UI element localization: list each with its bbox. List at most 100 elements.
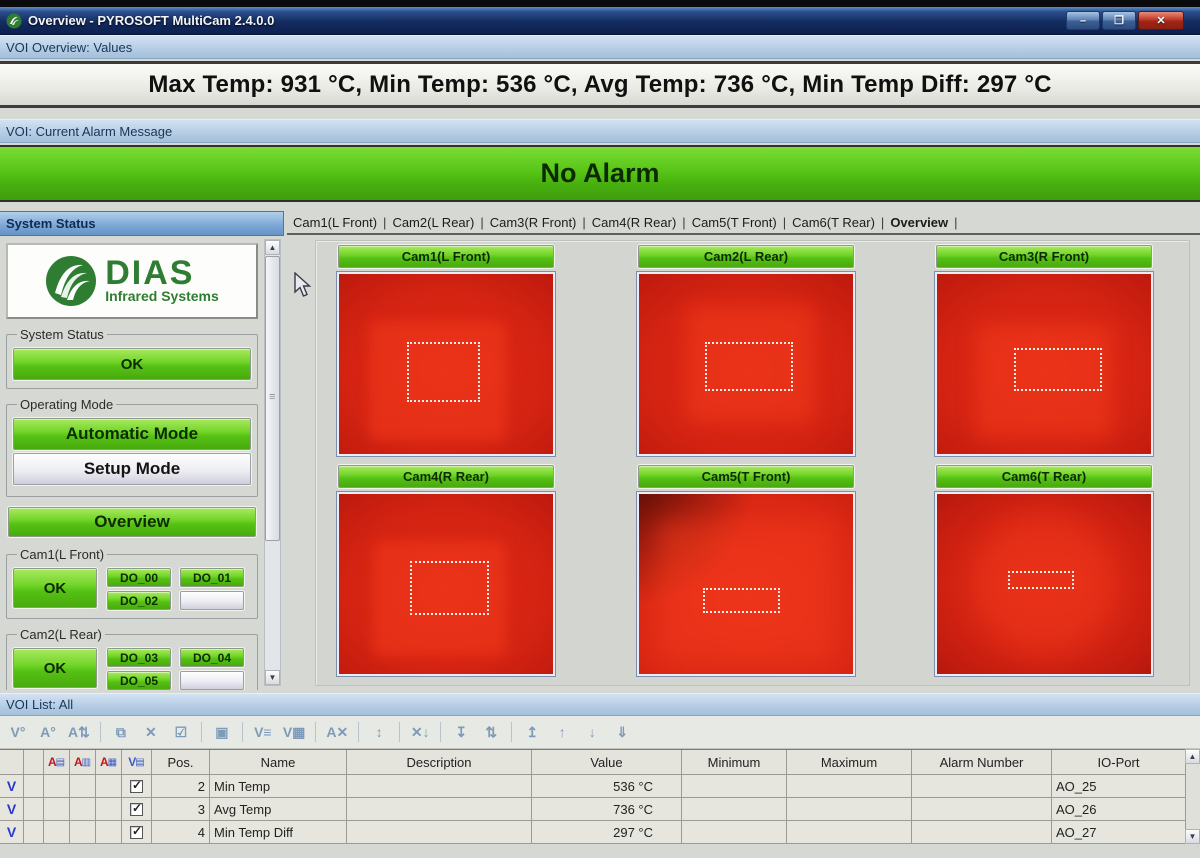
column-header-value[interactable]: Value xyxy=(532,750,682,774)
move-bottom-icon[interactable]: ⇓ xyxy=(616,723,629,740)
title-bar[interactable]: Overview - PYROSOFT MultiCam 2.4.0.0 – ❐… xyxy=(0,7,1200,35)
move-first-icon[interactable]: ↧ xyxy=(455,723,468,740)
properties-icon[interactable]: ▣ xyxy=(215,723,229,740)
app-logo-icon xyxy=(6,13,22,28)
system-status-ok-button[interactable]: OK xyxy=(13,348,251,380)
cam1-roi-rectangle[interactable] xyxy=(407,342,481,402)
scroll-down-icon[interactable]: ▼ xyxy=(1185,829,1200,844)
column-header-minimum[interactable]: Minimum xyxy=(682,750,787,774)
table-row[interactable]: V 3 Avg Temp 736 °C AO_26 xyxy=(0,798,1185,821)
tab-cam5[interactable]: Cam5(T Front) xyxy=(691,215,777,230)
table-row[interactable]: V 4 Min Temp Diff 297 °C AO_27 xyxy=(0,821,1185,844)
move-down-icon[interactable]: ↓ xyxy=(588,724,596,740)
cam1-ok-button[interactable]: OK xyxy=(13,568,97,608)
cam1-thermal-image[interactable] xyxy=(336,271,556,457)
system-status-group-label: System Status xyxy=(20,327,104,342)
area-delete-icon[interactable]: A✕ xyxy=(326,723,349,740)
alarm-status-banner: No Alarm xyxy=(0,145,1200,202)
tab-cam4[interactable]: Cam4(R Rear) xyxy=(591,215,677,230)
cam2-do04-button[interactable]: DO_04 xyxy=(180,648,244,667)
scroll-up-icon[interactable]: ▲ xyxy=(265,240,280,255)
cam2-do-blank-button[interactable] xyxy=(180,671,244,690)
cell-description xyxy=(347,798,532,820)
cam1-do-blank-button[interactable] xyxy=(180,591,244,610)
tab-separator: | xyxy=(582,215,586,230)
voi-new-icon[interactable]: V° xyxy=(10,724,26,740)
column-header-pos[interactable]: Pos. xyxy=(152,750,210,774)
tab-cam3[interactable]: Cam3(R Front) xyxy=(489,215,577,230)
cam2-ok-button[interactable]: OK xyxy=(13,648,97,688)
system-status-sidebar: System Status DIAS Infrared Systems Syst… xyxy=(0,211,284,690)
insert-row-icon[interactable]: ↕ xyxy=(375,724,383,740)
tab-cam1[interactable]: Cam1(L Front) xyxy=(293,215,378,230)
move-top-icon[interactable]: ↥ xyxy=(526,723,539,740)
cam3-thermal-image[interactable] xyxy=(934,271,1154,457)
operating-mode-group-label: Operating Mode xyxy=(20,397,114,412)
cam4-header-button[interactable]: Cam4(R Rear) xyxy=(338,465,554,488)
visible-checkbox[interactable] xyxy=(130,824,143,839)
checklist-icon[interactable]: ☑ xyxy=(174,723,188,740)
delete-row-icon[interactable]: ✕↓ xyxy=(410,723,430,740)
column-header-alarm-number[interactable]: Alarm Number xyxy=(912,750,1052,774)
copy-icon[interactable]: ⧉ xyxy=(115,723,126,740)
move-up-icon[interactable]: ↑ xyxy=(558,724,566,740)
cam5-thermal-image[interactable] xyxy=(636,491,856,677)
cam2-roi-rectangle[interactable] xyxy=(705,342,794,391)
cam1-do02-button[interactable]: DO_02 xyxy=(107,591,171,610)
sidebar-scrollbar[interactable]: ▲ ▼ xyxy=(264,239,281,686)
area-table-filter-icon[interactable]: A ▦ xyxy=(96,750,122,774)
close-button[interactable]: ✕ xyxy=(1138,11,1184,30)
area-new-icon[interactable]: A° xyxy=(40,724,56,740)
cam6-thermal-image[interactable] xyxy=(934,491,1154,677)
table-scrollbar[interactable]: ▲ ▼ xyxy=(1185,749,1200,844)
voi-table-icon[interactable]: V▦ xyxy=(282,723,306,740)
setup-mode-button[interactable]: Setup Mode xyxy=(13,453,251,485)
cam5-roi-rectangle[interactable] xyxy=(703,587,781,613)
cell-alarm-number xyxy=(912,821,1052,843)
cam1-header-button[interactable]: Cam1(L Front) xyxy=(338,245,554,268)
cam6-roi-rectangle[interactable] xyxy=(1007,571,1074,590)
column-header-io-port[interactable]: IO-Port xyxy=(1097,754,1140,770)
overview-button[interactable]: Overview xyxy=(8,507,256,537)
scrollbar-thumb[interactable] xyxy=(265,256,280,541)
column-header-maximum[interactable]: Maximum xyxy=(787,750,912,774)
cam6-header-button[interactable]: Cam6(T Rear) xyxy=(936,465,1152,488)
restore-button[interactable]: ❐ xyxy=(1102,11,1136,30)
cell-io-port: AO_27 xyxy=(1056,824,1097,840)
area-page-filter-icon[interactable]: A ▥ xyxy=(70,750,96,774)
visible-checkbox[interactable] xyxy=(130,778,143,793)
automatic-mode-button[interactable]: Automatic Mode xyxy=(13,418,251,450)
table-row[interactable]: V 2 Min Temp 536 °C AO_25 xyxy=(0,775,1185,798)
cam4-roi-rectangle[interactable] xyxy=(409,560,489,615)
camera-cell-cam2: Cam2(L Rear) xyxy=(636,245,856,457)
cam2-thermal-image[interactable] xyxy=(636,271,856,457)
cell-minimum xyxy=(682,775,787,797)
cam1-do01-button[interactable]: DO_01 xyxy=(180,568,244,587)
column-header-description[interactable]: Description xyxy=(347,750,532,774)
cam3-roi-rectangle[interactable] xyxy=(1014,347,1102,391)
cam2-do03-button[interactable]: DO_03 xyxy=(107,648,171,667)
tab-cam6[interactable]: Cam6(T Rear) xyxy=(792,215,875,230)
tab-overview[interactable]: Overview xyxy=(890,215,949,230)
visible-checkbox[interactable] xyxy=(130,801,143,816)
split-rows-icon[interactable]: ⇅ xyxy=(485,723,498,740)
scroll-up-icon[interactable]: ▲ xyxy=(1185,749,1200,764)
delete-icon[interactable]: ✕ xyxy=(144,723,157,740)
cam3-header-button[interactable]: Cam3(R Front) xyxy=(936,245,1152,268)
voi-list-icon[interactable]: V≡ xyxy=(254,724,272,740)
cam5-header-button[interactable]: Cam5(T Front) xyxy=(638,465,854,488)
cell-minimum xyxy=(682,798,787,820)
cam2-do05-button[interactable]: DO_05 xyxy=(107,671,171,690)
cam4-thermal-image[interactable] xyxy=(336,491,556,677)
area-save-filter-icon[interactable]: A ▤ xyxy=(44,750,70,774)
voi-visible-filter-icon[interactable]: V ▤ xyxy=(122,750,152,774)
minimize-button[interactable]: – xyxy=(1066,11,1100,30)
tab-cam2[interactable]: Cam2(L Rear) xyxy=(392,215,475,230)
cam1-do00-button[interactable]: DO_00 xyxy=(107,568,171,587)
area-sort-icon[interactable]: A⇅ xyxy=(68,723,90,740)
column-header-name[interactable]: Name xyxy=(210,750,347,774)
cam2-header-button[interactable]: Cam2(L Rear) xyxy=(638,245,854,268)
tab-separator: | xyxy=(954,215,958,230)
scroll-down-icon[interactable]: ▼ xyxy=(265,670,280,685)
hot-region xyxy=(971,515,1117,653)
